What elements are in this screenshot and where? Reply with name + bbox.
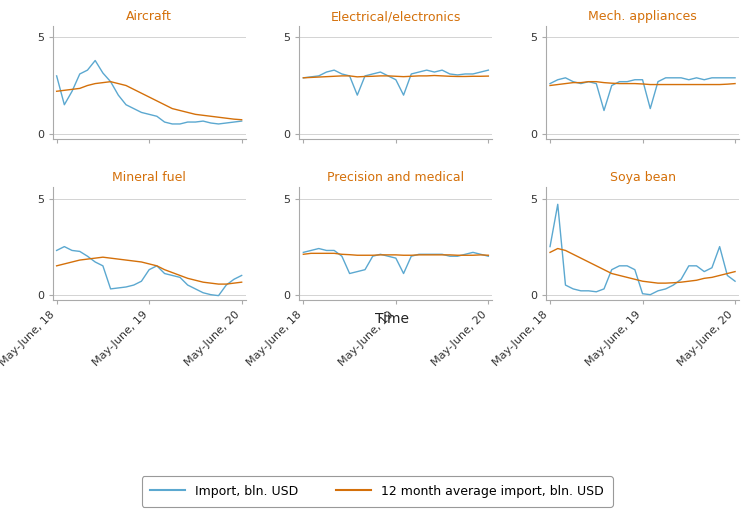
Title: Aircraft: Aircraft <box>126 10 172 23</box>
Text: Time: Time <box>375 311 409 326</box>
Title: Electrical/electronics: Electrical/electronics <box>331 10 461 23</box>
Title: Soya bean: Soya bean <box>609 171 676 184</box>
Legend: Import, bln. USD, 12 month average import, bln. USD: Import, bln. USD, 12 month average impor… <box>142 476 612 507</box>
Title: Precision and medical: Precision and medical <box>327 171 464 184</box>
Title: Mech. appliances: Mech. appliances <box>588 10 697 23</box>
Title: Mineral fuel: Mineral fuel <box>112 171 186 184</box>
